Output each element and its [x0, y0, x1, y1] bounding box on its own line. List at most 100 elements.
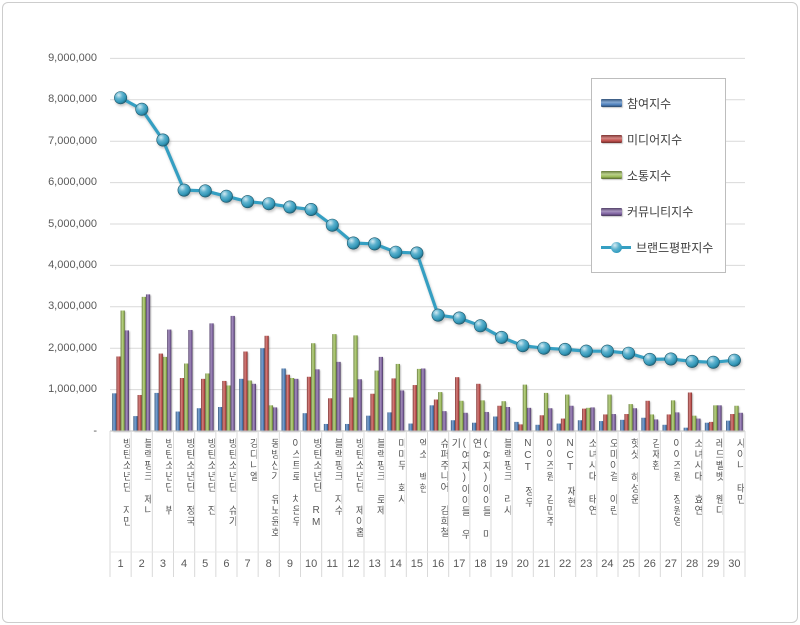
- bar: [399, 390, 405, 431]
- gridlines: [110, 57, 745, 391]
- rank-label: 25: [622, 558, 635, 570]
- bar: [196, 408, 202, 431]
- brand-reputation-line-swatch-icon: [601, 242, 631, 254]
- category-label: 방탄소년단 지민: [120, 438, 131, 527]
- bar: [726, 420, 731, 431]
- bar: [226, 385, 231, 431]
- bar: [514, 421, 519, 431]
- y-tick-label: 9,000,000: [48, 51, 97, 64]
- bar: [603, 414, 608, 431]
- rank-label: 14: [389, 558, 402, 570]
- bar: [713, 405, 718, 431]
- legend-label: 브랜드평판지수: [636, 241, 714, 256]
- category-label: 오마이걸 아린: [606, 438, 617, 516]
- category-label: 방탄소년단 제이홉: [352, 438, 363, 538]
- bar: [607, 394, 612, 431]
- rank-label: 19: [495, 558, 508, 570]
- bars-communication-index: [120, 296, 739, 431]
- bar: [239, 378, 244, 431]
- y-tick-label: 8,000,000: [48, 93, 97, 106]
- bar: [268, 405, 273, 431]
- rank-label: 16: [431, 558, 445, 570]
- category-label: 아이즈원 장원영: [670, 438, 681, 527]
- rank-label: 6: [223, 558, 230, 570]
- bar: [188, 329, 193, 431]
- bar: [687, 392, 693, 431]
- y-tick-label: 3,000,000: [48, 300, 97, 313]
- bar: [137, 394, 142, 431]
- line-marker: [558, 342, 572, 356]
- rank-label: 10: [304, 558, 318, 570]
- bar: [480, 400, 485, 431]
- line-marker: [452, 311, 466, 325]
- bar: [315, 369, 320, 431]
- bar: [374, 370, 379, 431]
- bar: [429, 405, 434, 431]
- line-marker: [516, 339, 530, 353]
- bar: [459, 400, 464, 431]
- bar: [408, 423, 413, 431]
- bar: [230, 315, 235, 431]
- y-tick-label: 5,000,000: [48, 217, 97, 230]
- line-marker: [410, 246, 424, 260]
- bar: [455, 377, 460, 431]
- bar: [696, 418, 701, 431]
- bar: [709, 421, 714, 431]
- bar: [336, 361, 341, 431]
- rank-label: 11: [326, 558, 338, 570]
- line-marker: [643, 352, 657, 366]
- category-label: 방탄소년단 슈가: [225, 438, 236, 527]
- bar: [281, 368, 286, 431]
- bar: [145, 294, 151, 431]
- bars-media-index: [116, 335, 735, 431]
- communication-index-swatch-icon: [601, 171, 622, 180]
- bar: [421, 368, 426, 431]
- rank-label: 12: [347, 558, 360, 570]
- category-label: 소녀시대 효연: [691, 438, 702, 516]
- rank-label: 2: [138, 558, 145, 570]
- bar: [577, 420, 583, 431]
- bar: [323, 423, 329, 431]
- bar: [391, 378, 396, 431]
- category-label: 블랙핑크 제니: [141, 438, 152, 516]
- legend-item-participation-index: 참여지수: [601, 95, 725, 112]
- line-marker: [473, 319, 487, 333]
- bar: [433, 399, 439, 431]
- line-marker: [304, 203, 318, 217]
- category-label: 블랙핑크 리사: [501, 438, 512, 516]
- bar: [505, 406, 510, 431]
- bar: [349, 397, 354, 431]
- category-label: NCT 재현: [564, 438, 575, 508]
- line-marker: [198, 184, 212, 198]
- bar: [662, 424, 667, 431]
- bar: [641, 417, 646, 431]
- bar: [332, 334, 337, 431]
- y-tick-label: 7,000,000: [48, 134, 97, 147]
- category-label: 핫샷 하성운: [628, 438, 639, 505]
- bar: [209, 323, 214, 431]
- rank-label: 27: [664, 558, 678, 570]
- y-tick-label: -: [93, 424, 97, 437]
- bar: [158, 353, 163, 431]
- bar: [730, 414, 735, 431]
- bar: [569, 405, 574, 431]
- bar: [560, 418, 566, 431]
- legend-label: 소통지수: [627, 168, 672, 183]
- line-marker: [537, 341, 551, 355]
- bar: [522, 384, 527, 431]
- rank-label: 18: [474, 558, 487, 570]
- rank-label: 28: [685, 558, 699, 570]
- bar: [357, 379, 362, 431]
- category-label: (여자)아이들 우기: [449, 438, 469, 540]
- category-label: 블랙핑크 지수: [331, 438, 342, 516]
- category-label: 방탄소년단 진: [204, 438, 215, 516]
- category-label: 강다니엘: [247, 438, 258, 482]
- line-marker: [389, 245, 403, 259]
- bar: [586, 407, 591, 431]
- line-marker: [600, 344, 614, 358]
- bar: [493, 416, 498, 431]
- y-tick-label: 2,000,000: [48, 341, 97, 354]
- line-marker: [325, 218, 339, 232]
- bar: [285, 374, 290, 431]
